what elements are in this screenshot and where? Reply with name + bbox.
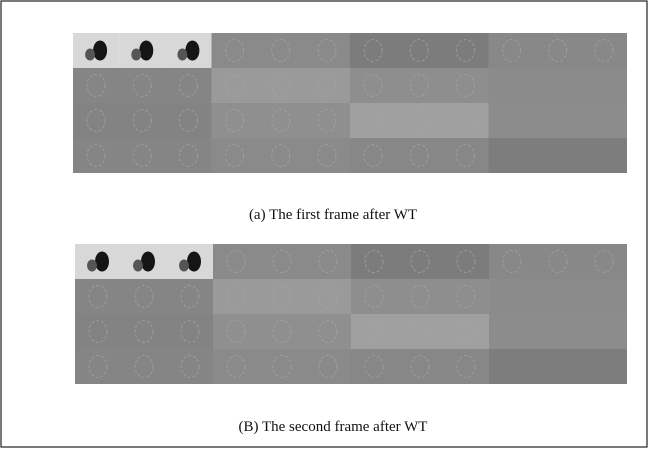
image-tile (73, 138, 212, 173)
image-tile (213, 244, 351, 279)
figure-blob (141, 252, 155, 272)
image-tile (350, 33, 489, 68)
image-tile (489, 279, 627, 314)
image-tile (73, 68, 212, 103)
image-tile (351, 314, 489, 349)
image-tile (213, 349, 351, 384)
caption: (a) The first frame after WT (249, 207, 417, 223)
image-tile (75, 314, 213, 349)
image-tile (489, 138, 628, 173)
figure-blob (185, 41, 199, 61)
image-tile (75, 279, 213, 314)
image-tile (350, 68, 489, 103)
figure-blob (85, 49, 95, 61)
figure-blob (179, 260, 189, 272)
caption: (B) The second frame after WT (239, 419, 428, 435)
figure-blob (131, 49, 141, 61)
figure-blob (187, 252, 201, 272)
page: {"figures": [{"caption": "(a) The first … (0, 0, 648, 448)
image-tile (351, 244, 489, 279)
image-tile (212, 33, 351, 68)
image-tile (350, 103, 489, 138)
wavelet-grid (75, 244, 627, 384)
image-tile (489, 314, 627, 349)
image-tile (73, 103, 212, 138)
image-tile (213, 279, 351, 314)
image-tile (75, 349, 213, 384)
image-tile (489, 68, 628, 103)
image-tile (489, 33, 628, 68)
figure: (a) The first frame after WT (B) The sec… (0, 0, 648, 448)
image-tile (212, 138, 351, 173)
image-tile (212, 68, 351, 103)
image-tile (213, 314, 351, 349)
figure-blob (95, 252, 109, 272)
figure-blob (87, 260, 97, 272)
figure-blob (177, 49, 187, 61)
figure-blob (133, 260, 143, 272)
figure-blob (139, 41, 153, 61)
wavelet-grid (73, 33, 627, 173)
image-tile (351, 279, 489, 314)
figure-blob (93, 41, 107, 61)
image-tile (489, 244, 627, 279)
image-tile (351, 349, 489, 384)
image-tile (489, 349, 627, 384)
image-tile (212, 103, 351, 138)
image-tile (489, 103, 628, 138)
image-tile (350, 138, 489, 173)
